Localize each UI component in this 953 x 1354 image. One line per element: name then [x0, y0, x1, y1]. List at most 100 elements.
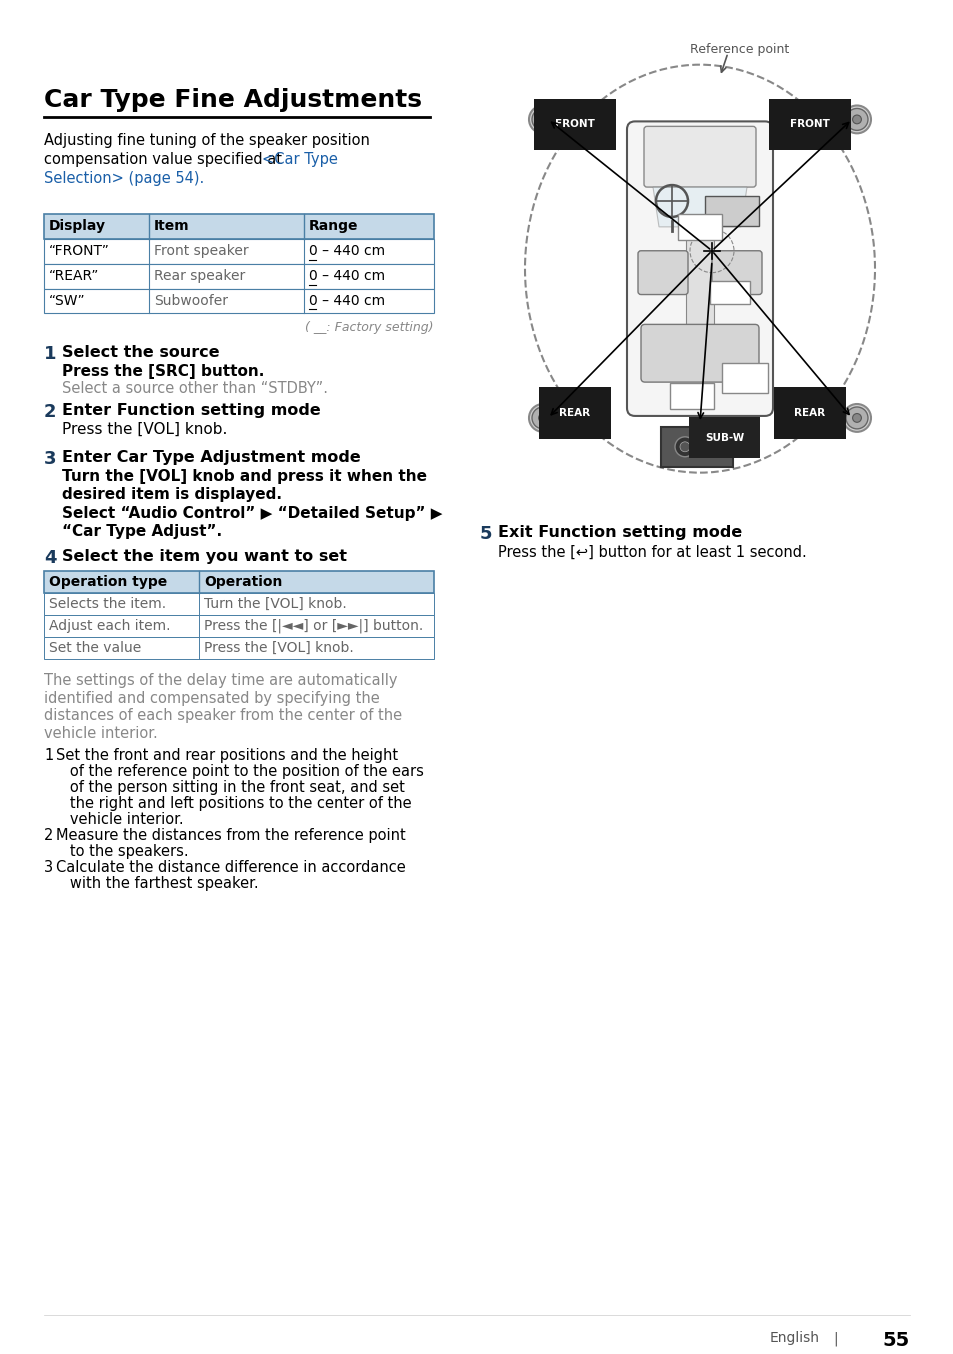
- Circle shape: [842, 106, 870, 133]
- Text: “Car Type Adjust”.: “Car Type Adjust”.: [62, 524, 222, 539]
- Text: Range: Range: [309, 219, 358, 233]
- FancyBboxPatch shape: [44, 636, 434, 659]
- Text: 0 – 440 cm: 0 – 440 cm: [309, 268, 385, 283]
- Text: Rear speaker: Rear speaker: [153, 268, 245, 283]
- Text: 5: 5: [479, 525, 492, 543]
- FancyBboxPatch shape: [640, 325, 759, 382]
- FancyBboxPatch shape: [44, 593, 434, 615]
- Text: the right and left positions to the center of the: the right and left positions to the cent…: [56, 796, 411, 811]
- Text: Selection> (page 54).: Selection> (page 54).: [44, 171, 204, 185]
- Text: desired item is displayed.: desired item is displayed.: [62, 486, 282, 501]
- Text: vehicle interior.: vehicle interior.: [56, 812, 183, 827]
- FancyBboxPatch shape: [685, 227, 713, 376]
- Circle shape: [852, 413, 861, 422]
- Text: Front speaker: Front speaker: [153, 244, 249, 257]
- Text: SUB-W: SUB-W: [704, 433, 743, 443]
- Text: Item: Item: [153, 219, 190, 233]
- Text: Select the source: Select the source: [62, 345, 219, 360]
- Text: 0 – 440 cm: 0 – 440 cm: [309, 244, 385, 257]
- Text: Enter Function setting mode: Enter Function setting mode: [62, 403, 320, 418]
- FancyBboxPatch shape: [638, 250, 687, 295]
- Text: Subwoofer: Subwoofer: [153, 294, 228, 307]
- Circle shape: [529, 106, 557, 133]
- Text: Select the item you want to set: Select the item you want to set: [62, 550, 347, 565]
- Text: FRONT: FRONT: [789, 119, 829, 130]
- Text: Turn the [VOL] knob and press it when the: Turn the [VOL] knob and press it when th…: [62, 468, 427, 483]
- Text: Measure the distances from the reference point: Measure the distances from the reference…: [56, 827, 405, 844]
- FancyBboxPatch shape: [44, 615, 434, 636]
- Circle shape: [538, 115, 547, 123]
- Text: “REAR”: “REAR”: [49, 268, 99, 283]
- Text: 2: 2: [44, 827, 53, 844]
- Text: Car Type Fine Adjustments: Car Type Fine Adjustments: [44, 88, 421, 111]
- FancyBboxPatch shape: [643, 126, 755, 187]
- Text: 55: 55: [882, 1331, 909, 1350]
- Text: 1: 1: [44, 345, 56, 363]
- Text: Select a source other than “STDBY”.: Select a source other than “STDBY”.: [62, 380, 328, 397]
- Text: Press the [VOL] knob.: Press the [VOL] knob.: [204, 640, 354, 655]
- Text: distances of each speaker from the center of the: distances of each speaker from the cente…: [44, 708, 402, 723]
- Text: identified and compensated by specifying the: identified and compensated by specifying…: [44, 691, 379, 705]
- Text: Set the value: Set the value: [49, 640, 141, 655]
- Text: Press the [|◄◄] or [►►|] button.: Press the [|◄◄] or [►►|] button.: [204, 619, 423, 634]
- FancyBboxPatch shape: [669, 383, 713, 409]
- FancyBboxPatch shape: [44, 288, 434, 313]
- FancyBboxPatch shape: [709, 280, 749, 305]
- Polygon shape: [655, 333, 744, 374]
- Text: “SW”: “SW”: [49, 294, 86, 307]
- Text: Turn the [VOL] knob.: Turn the [VOL] knob.: [204, 597, 346, 611]
- Text: Press the [VOL] knob.: Press the [VOL] knob.: [62, 422, 227, 437]
- Text: The settings of the delay time are automatically: The settings of the delay time are autom…: [44, 673, 397, 688]
- Circle shape: [703, 441, 713, 452]
- FancyBboxPatch shape: [711, 250, 761, 295]
- FancyBboxPatch shape: [704, 196, 759, 226]
- FancyBboxPatch shape: [721, 363, 767, 393]
- Text: 2: 2: [44, 403, 56, 421]
- Text: with the farthest speaker.: with the farthest speaker.: [56, 876, 258, 891]
- FancyBboxPatch shape: [44, 214, 434, 238]
- Text: English: English: [769, 1331, 820, 1346]
- Circle shape: [699, 437, 719, 456]
- Text: <Car Type: <Car Type: [262, 152, 337, 168]
- Text: Operation: Operation: [204, 575, 282, 589]
- Text: compensation value specified at: compensation value specified at: [44, 152, 286, 168]
- Circle shape: [852, 115, 861, 123]
- Text: to the speakers.: to the speakers.: [56, 844, 189, 858]
- Circle shape: [529, 403, 557, 432]
- Text: |: |: [832, 1331, 837, 1346]
- Text: FRONT: FRONT: [555, 119, 595, 130]
- Text: Operation type: Operation type: [49, 575, 167, 589]
- Text: ( __: Factory setting): ( __: Factory setting): [305, 321, 434, 334]
- Text: Select “Audio Control” ▶ “Detailed Setup” ▶: Select “Audio Control” ▶ “Detailed Setup…: [62, 506, 442, 521]
- FancyBboxPatch shape: [626, 122, 772, 416]
- Text: Calculate the distance difference in accordance: Calculate the distance difference in acc…: [56, 860, 405, 875]
- Circle shape: [845, 408, 867, 429]
- Text: Selects the item.: Selects the item.: [49, 597, 166, 611]
- FancyBboxPatch shape: [44, 264, 434, 288]
- FancyBboxPatch shape: [44, 571, 434, 593]
- FancyBboxPatch shape: [678, 214, 721, 240]
- Text: “FRONT”: “FRONT”: [49, 244, 110, 257]
- Text: of the reference point to the position of the ears: of the reference point to the position o…: [56, 764, 423, 779]
- Text: Press the [↩] button for at least 1 second.: Press the [↩] button for at least 1 seco…: [497, 544, 806, 559]
- Text: Set the front and rear positions and the height: Set the front and rear positions and the…: [56, 749, 397, 764]
- Text: Press the [SRC] button.: Press the [SRC] button.: [62, 364, 264, 379]
- Circle shape: [842, 403, 870, 432]
- Text: REAR: REAR: [558, 408, 590, 418]
- Text: 0 – 440 cm: 0 – 440 cm: [309, 294, 385, 307]
- Text: 4: 4: [44, 550, 56, 567]
- Circle shape: [679, 441, 689, 452]
- FancyBboxPatch shape: [780, 122, 823, 149]
- Text: Display: Display: [49, 219, 106, 233]
- Circle shape: [675, 437, 695, 456]
- Text: Adjust each item.: Adjust each item.: [49, 619, 171, 632]
- Circle shape: [538, 413, 547, 422]
- Circle shape: [532, 108, 554, 130]
- Text: Adjusting fine tuning of the speaker position: Adjusting fine tuning of the speaker pos…: [44, 133, 370, 149]
- Text: 1: 1: [44, 749, 53, 764]
- Text: 3: 3: [44, 860, 53, 875]
- Text: REAR: REAR: [794, 408, 824, 418]
- Text: of the person sitting in the front seat, and set: of the person sitting in the front seat,…: [56, 780, 404, 795]
- Text: Enter Car Type Adjustment mode: Enter Car Type Adjustment mode: [62, 450, 360, 464]
- FancyBboxPatch shape: [660, 427, 732, 467]
